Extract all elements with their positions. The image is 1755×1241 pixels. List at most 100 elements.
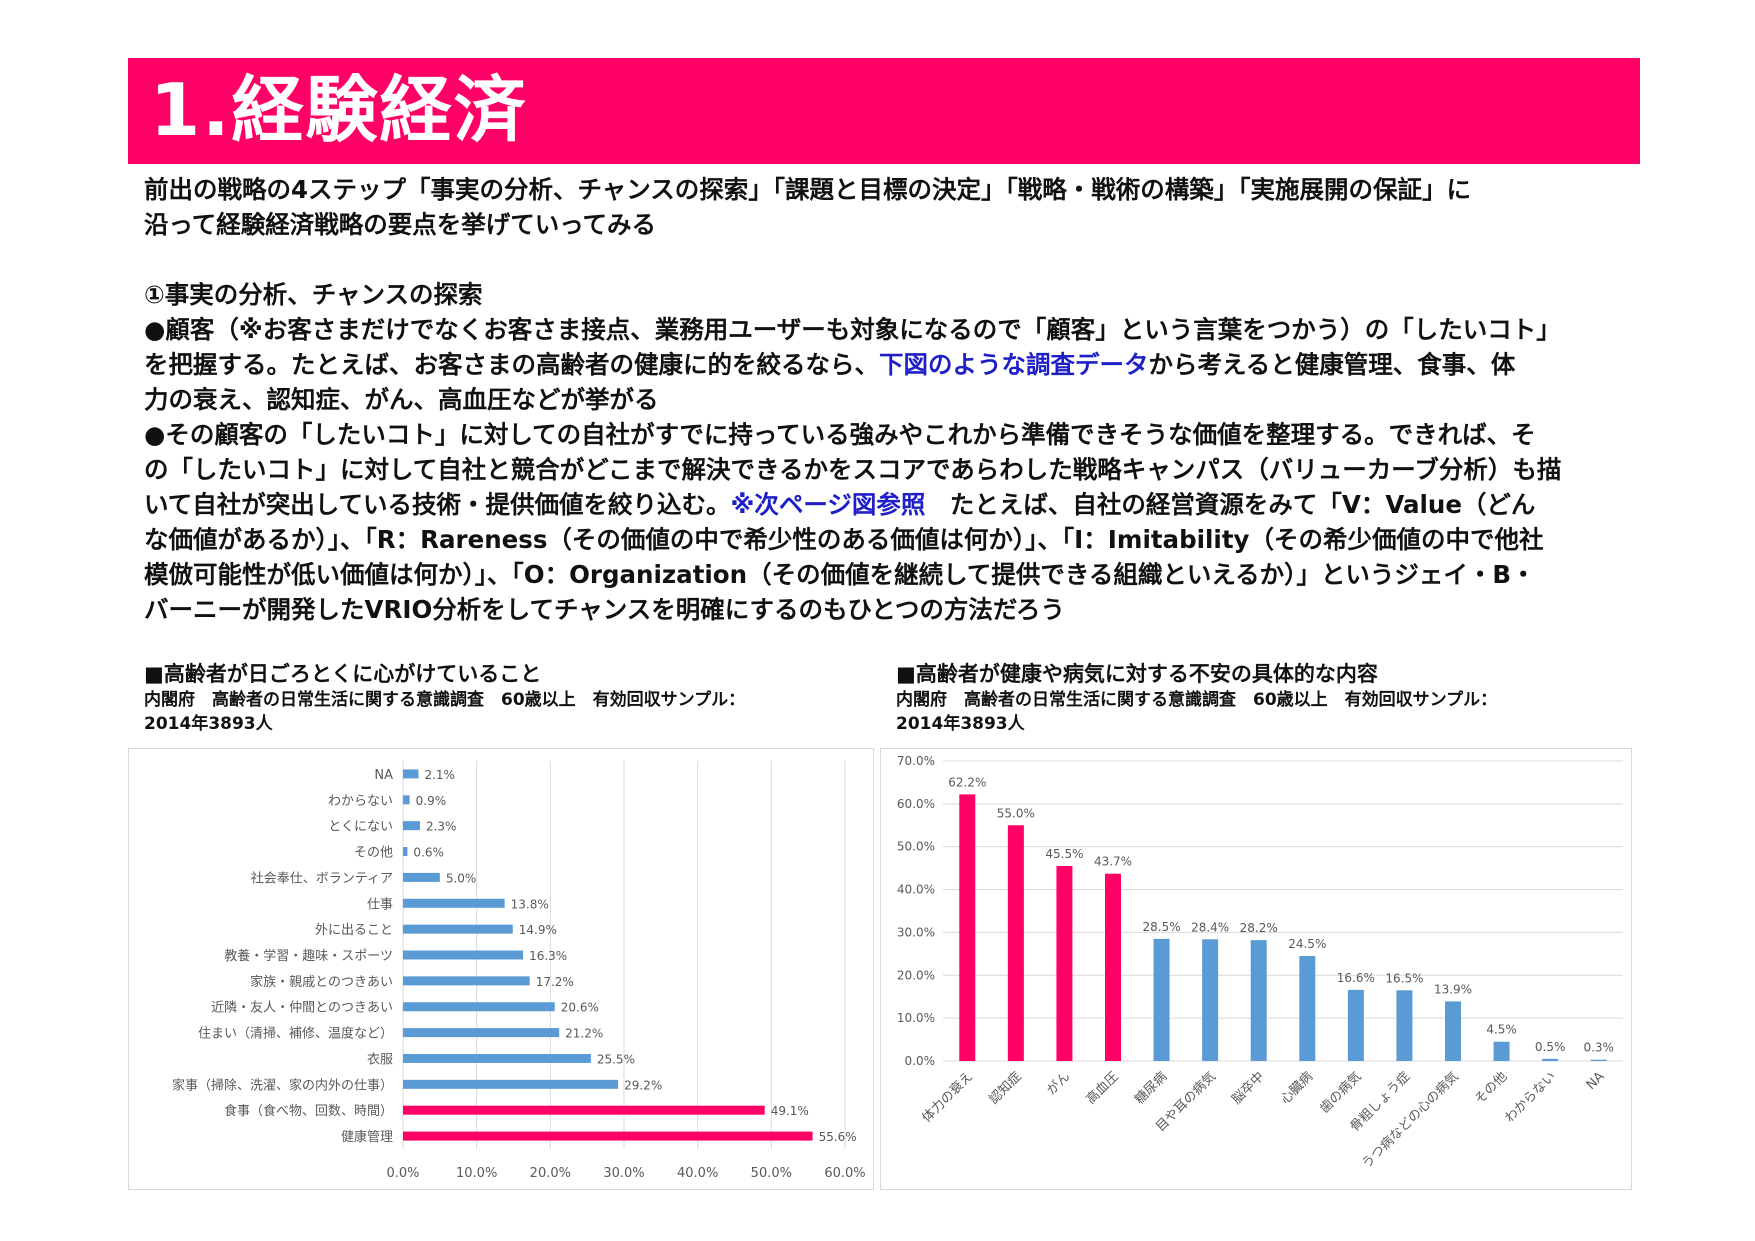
category-label: うつ病などの心の病気 <box>1359 1069 1462 1172</box>
category-label: 健康管理 <box>341 1129 393 1145</box>
data-label: 16.6% <box>1337 971 1375 985</box>
y-tick-label: 30.0% <box>897 925 935 939</box>
bar <box>1250 940 1267 1061</box>
bar <box>403 1131 813 1141</box>
category-label: 糖尿病 <box>1131 1069 1170 1108</box>
data-label: 4.5% <box>1486 1023 1517 1037</box>
bar <box>403 1105 765 1115</box>
data-label: 55.0% <box>997 806 1035 820</box>
para1-line-3: 力の衰え、認知症、がん、高血圧などが挙がる <box>144 385 659 414</box>
body-text: 前出の戦略の4ステップ「事実の分析、チャンスの探索」「課題と目標の決定」「戦略・… <box>144 172 1624 627</box>
bar <box>1347 989 1364 1061</box>
y-tick-label: 10.0% <box>897 1011 935 1025</box>
x-tick-label: 40.0% <box>677 1166 718 1181</box>
data-label: 55.6% <box>819 1130 857 1144</box>
y-tick-label: 0.0% <box>905 1054 936 1068</box>
data-label: 0.5% <box>1535 1040 1566 1054</box>
category-label: 歯の病気 <box>1317 1069 1365 1117</box>
data-label: 43.7% <box>1094 855 1132 869</box>
category-label: 近隣・友人・仲間とのつきあい <box>211 1000 393 1016</box>
bar <box>1299 956 1316 1061</box>
category-label: 家族・親戚とのつきあい <box>250 974 393 990</box>
x-tick-label: 50.0% <box>751 1166 792 1181</box>
right-chart-source-1: 内閣府 高齢者の日常生活に関する意識調査 60歳以上 有効回収サンプル： <box>896 690 1498 710</box>
x-tick-label: 20.0% <box>530 1166 571 1181</box>
para2-line-3-start: いて自社が突出している技術・提供価値を絞り込む。 <box>144 490 731 519</box>
category-label: がん <box>1044 1069 1073 1098</box>
data-label: 13.9% <box>1434 982 1472 996</box>
data-label: 17.2% <box>536 975 574 989</box>
bar <box>1202 939 1219 1061</box>
bar <box>403 924 513 934</box>
bar <box>1153 938 1170 1061</box>
data-label: 45.5% <box>1045 847 1083 861</box>
x-tick-label: 60.0% <box>824 1166 865 1181</box>
bar <box>403 872 440 882</box>
bar <box>959 794 976 1061</box>
category-label: 教養・学習・趣味・スポーツ <box>224 948 393 964</box>
data-label: 49.1% <box>771 1104 809 1118</box>
bar <box>403 1002 555 1012</box>
right-chart-heading: ■高齢者が健康や病気に対する不安の具体的な内容 内閣府 高齢者の日常生活に関する… <box>896 660 1497 736</box>
bar <box>1007 825 1024 1061</box>
data-label: 16.5% <box>1385 971 1423 985</box>
data-label: 0.3% <box>1583 1041 1614 1055</box>
bar <box>403 950 524 960</box>
right-chart-source-2: 2014年3893人 <box>896 714 1025 734</box>
category-label: 仕事 <box>367 897 393 912</box>
category-label: 外に出ること <box>315 923 393 938</box>
bar <box>1105 873 1121 1061</box>
next-page-reference: ※次ページ図参照 <box>730 490 926 519</box>
data-label: 28.2% <box>1240 921 1278 935</box>
left-chart-source-1: 内閣府 高齢者の日常生活に関する意識調査 60歳以上 有効回収サンプル： <box>144 690 746 710</box>
data-label: 24.5% <box>1288 937 1326 951</box>
bar <box>403 847 408 857</box>
category-label: 体力の衰え <box>919 1069 976 1126</box>
data-label: 28.4% <box>1191 920 1229 934</box>
bar <box>403 1028 560 1038</box>
bar <box>1396 990 1413 1061</box>
right-chart-box: 0.0% 10.0% 20.0% 30.0% 40.0% 50.0% 60.0% 70.0% 6… <box>880 748 1632 1190</box>
para1-line-2: を把握する。たとえば、お客さまの高齢者の健康に的を絞るなら、下図のような調査デー… <box>144 347 1624 382</box>
y-tick-label: 20.0% <box>897 968 935 982</box>
left-chart-title: ■高齢者が日ごろとくに心がけていること <box>144 662 542 686</box>
para2-line-3-end: たとえば、自社の経営資源をみて「V：Value（どん <box>925 490 1536 519</box>
survey-data-link: 下図のような調査データ <box>879 350 1149 379</box>
category-label: NA <box>374 768 393 783</box>
bar <box>1056 866 1073 1061</box>
intro-line-1: 前出の戦略の4ステップ「事実の分析、チャンスの探索」「課題と目標の決定」「戦略・… <box>144 175 1472 204</box>
bar <box>403 1079 619 1089</box>
para2-line-6: バーニーが開発したVRIO分析をしてチャンスを明確にするのもひとつの方法だろう <box>144 595 1065 624</box>
data-label: 62.2% <box>948 775 986 789</box>
para2-line-3: いて自社が突出している技術・提供価値を絞り込む。※次ページ図参照 たとえば、自社… <box>144 487 1624 522</box>
para2-line-5: 模倣可能性が低い価値は何か）」、「O：Organization（その価値を継続し… <box>144 560 1536 589</box>
left-chart-box: 0.0% 10.0% 20.0% 30.0% 40.0% 50.0% 60.0% NA 2.1%… <box>128 748 874 1190</box>
category-label: わからない <box>1502 1069 1559 1126</box>
para1-line-1: ●顧客（※お客さまだけでなくお客さま接点、業務用ユーザーも対象になるので「顧客」… <box>144 315 1561 344</box>
left-chart-heading: ■高齢者が日ごろとくに心がけていること 内閣府 高齢者の日常生活に関する意識調査… <box>144 660 745 736</box>
category-label: 住まい（清掃、補修、温度など） <box>198 1026 393 1042</box>
x-tick-label: 0.0% <box>386 1166 419 1181</box>
left-chart-source-2: 2014年3893人 <box>144 714 273 734</box>
category-label: とくにない <box>328 820 393 835</box>
bar <box>403 795 410 805</box>
para1-line-2-end: から考えると健康管理、食事、体 <box>1148 350 1516 379</box>
data-label: 25.5% <box>597 1052 635 1066</box>
category-label: 衣服 <box>367 1051 393 1067</box>
category-label: NA <box>1584 1069 1608 1093</box>
bar <box>1590 1059 1607 1061</box>
category-label: 認知症 <box>986 1069 1025 1108</box>
bar <box>403 976 530 986</box>
title-bar: 1.経験経済 <box>128 58 1640 164</box>
category-label: 社会奉仕、ボランティア <box>251 870 393 886</box>
data-label: 29.2% <box>624 1078 662 1092</box>
para2-line-2: の「したいコト」に対して自社と競合がどこまで解決できるかをスコアであらわした戦略… <box>144 455 1562 484</box>
right-bar-chart: 0.0% 10.0% 20.0% 30.0% 40.0% 50.0% 60.0% 70.0% 6… <box>897 754 1623 1172</box>
category-label: 高血圧 <box>1083 1069 1122 1108</box>
bar <box>403 1053 591 1063</box>
bar <box>403 821 420 831</box>
section-heading: ①事実の分析、チャンスの探索 <box>144 280 483 309</box>
data-label: 0.6% <box>413 846 444 860</box>
y-tick-label: 50.0% <box>897 840 935 854</box>
data-label: 28.5% <box>1143 920 1181 934</box>
